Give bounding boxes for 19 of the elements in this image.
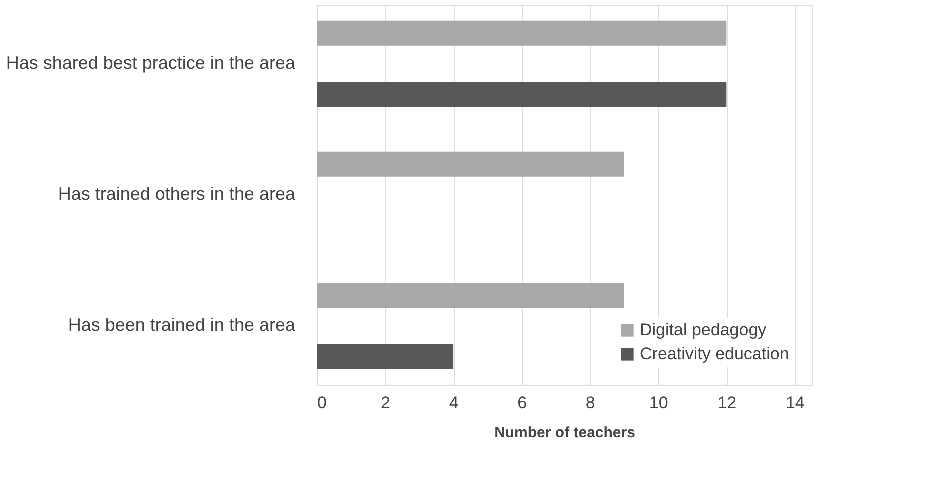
x-tick-label: 12: [718, 394, 737, 412]
bar: [317, 82, 727, 108]
y-tick-label: Has been trained in the area: [68, 315, 296, 336]
x-axis-title: Number of teachers: [494, 424, 636, 442]
x-tick-label: 10: [649, 394, 668, 412]
bar: [317, 282, 624, 308]
x-tick-label: 0: [318, 394, 327, 412]
x-tick-label: 8: [586, 394, 596, 412]
legend-label: Digital pedagogy: [640, 320, 768, 340]
x-tick-label: 6: [518, 394, 528, 412]
x-tick-label: 14: [786, 394, 805, 412]
x-tick-label: 4: [449, 394, 459, 412]
y-tick-label: Has shared best practice in the area: [6, 52, 296, 73]
bar: [317, 20, 727, 46]
x-tick-label: 2: [381, 394, 391, 412]
legend-label: Creativity education: [640, 344, 790, 364]
y-tick-label: Has trained others in the area: [58, 184, 296, 204]
bar: [317, 152, 624, 177]
bar: [317, 344, 454, 370]
